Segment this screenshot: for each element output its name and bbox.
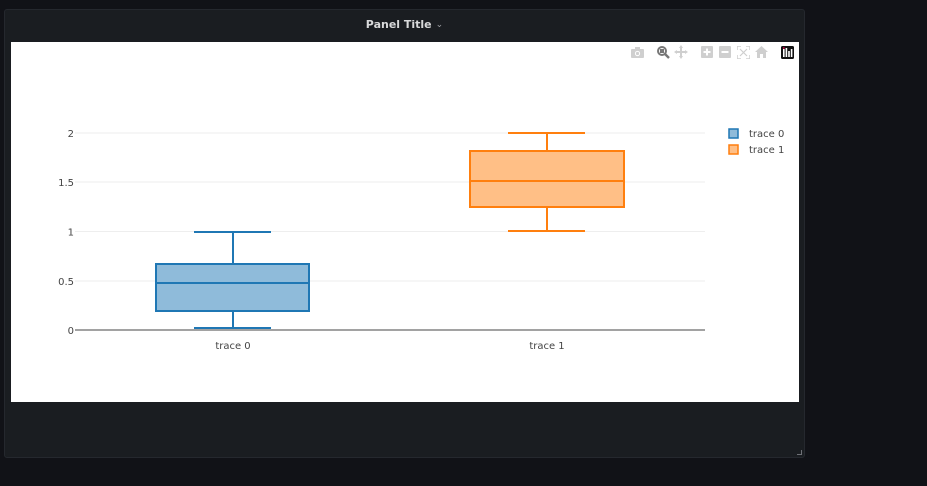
legend-label: trace 1 xyxy=(749,145,784,156)
pan-icon[interactable] xyxy=(673,45,689,59)
zoom-in-icon[interactable] xyxy=(699,45,715,59)
camera-icon[interactable] xyxy=(629,45,645,59)
y-tick: 0 xyxy=(68,326,74,337)
plot-area: 0 0.5 1 1.5 2 xyxy=(11,42,799,402)
x-axis-ticks: trace 0 trace 1 xyxy=(215,341,564,352)
legend-item-trace-1[interactable]: trace 1 xyxy=(728,144,784,156)
y-tick: 1.5 xyxy=(58,178,74,189)
x-tick: trace 1 xyxy=(529,341,564,352)
box-trace-0[interactable] xyxy=(155,231,310,329)
plotly-logo-icon[interactable] xyxy=(779,45,795,59)
zoom-icon[interactable] xyxy=(655,45,671,59)
x-tick: trace 0 xyxy=(215,341,250,352)
legend-item-trace-0[interactable]: trace 0 xyxy=(728,128,784,140)
chevron-down-icon[interactable]: ⌄ xyxy=(435,20,444,30)
resize-handle[interactable] xyxy=(797,450,802,455)
legend-label: trace 0 xyxy=(749,129,784,140)
y-axis-ticks: 0 0.5 1 1.5 2 xyxy=(58,129,74,337)
panel-header[interactable]: Panel Title ⌄ xyxy=(5,10,804,38)
box-plot: 0 0.5 1 1.5 2 xyxy=(58,128,784,352)
y-tick: 1 xyxy=(68,228,74,239)
panel-title[interactable]: Panel Title xyxy=(365,17,432,31)
legend: trace 0 trace 1 xyxy=(728,128,784,156)
box-trace-1[interactable] xyxy=(469,132,625,232)
y-tick: 0.5 xyxy=(58,277,74,288)
autoscale-icon[interactable] xyxy=(735,45,751,59)
reset-axes-icon[interactable] xyxy=(753,45,769,59)
modebar xyxy=(625,45,795,59)
zoom-out-icon[interactable] xyxy=(717,45,733,59)
panel: Panel Title ⌄ xyxy=(4,9,805,458)
y-tick: 2 xyxy=(68,129,74,140)
